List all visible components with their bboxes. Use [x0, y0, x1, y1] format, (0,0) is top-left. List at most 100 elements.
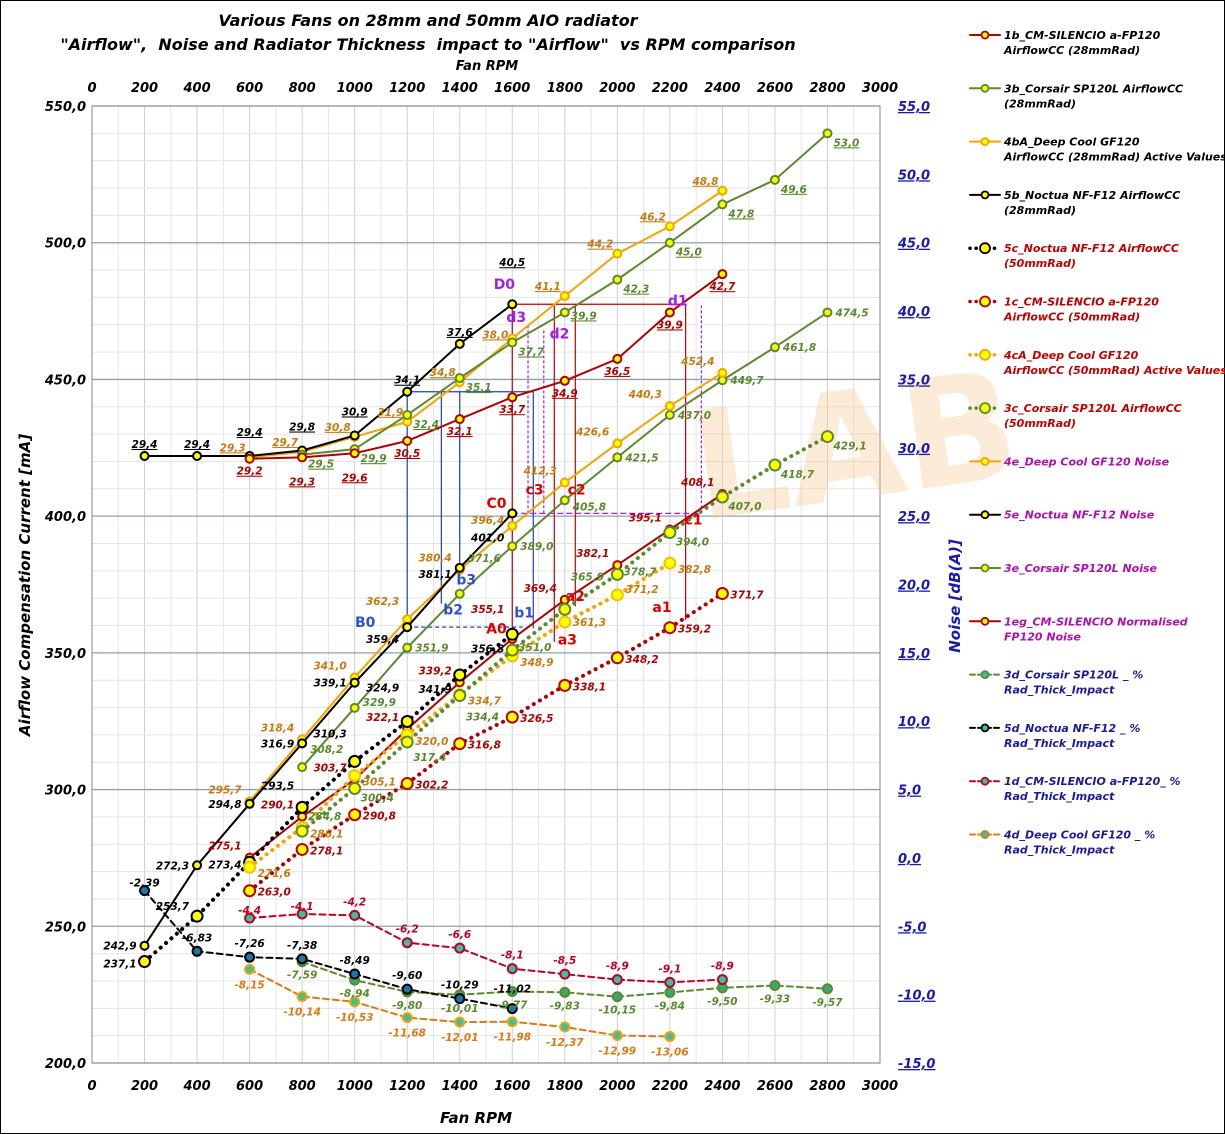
data-point [558, 615, 572, 629]
x-tick-label: 2600 [757, 1079, 793, 1094]
data-label: -9,84 [655, 1000, 685, 1012]
y-right-tick-label: 40,0 [897, 305, 930, 320]
data-label: 290,8 [363, 811, 396, 823]
legend-item[interactable]: 4e_Deep Cool GF120 Noise [969, 455, 1170, 468]
legend-item[interactable]: 5d_Noctua NF-F12 _ % Rad_Thick_Impact [969, 722, 1140, 750]
data-point [610, 588, 624, 602]
data-label: -10,29 [441, 980, 479, 992]
data-point [454, 414, 465, 425]
legend-marker-icon [980, 137, 990, 147]
data-point [400, 735, 414, 749]
data-label: -6,2 [396, 924, 419, 936]
data-point [243, 884, 257, 898]
data-point [349, 448, 360, 459]
x-tick-label-top: 1800 [547, 81, 583, 96]
data-label: 324,9 [366, 682, 399, 694]
data-label: -8,15 [234, 979, 264, 991]
x-tick-label-top: 400 [182, 81, 210, 96]
annotation-label: B0 [355, 615, 376, 631]
y-tick-label: 400,0 [44, 510, 86, 525]
annotation-label: a3 [558, 633, 577, 649]
data-label: 294,8 [208, 799, 241, 811]
legend-item[interactable]: 5b_Noctua NF-F12 AirflowCC (28mmRad) [969, 189, 1180, 217]
data-point [612, 452, 623, 463]
x-tick-label-top: 2600 [757, 81, 793, 96]
data-label: -8,9 [606, 961, 629, 973]
legend-marker-icon [980, 723, 990, 733]
data-label: 461,8 [782, 342, 816, 354]
data-label: 36,5 [604, 366, 630, 378]
legend-item[interactable]: 4d_Deep Cool GF120 _ % Rad_Thick_Impact [969, 829, 1155, 857]
data-label: 329,9 [363, 697, 396, 709]
data-point [453, 737, 467, 751]
series-line [300, 434, 830, 834]
data-label: 371,2 [625, 584, 658, 596]
legend-item[interactable]: 4cA_Deep Cool GF120 AirflowCC (50mmRad) A… [968, 349, 1225, 377]
legend-item[interactable]: 3e_Corsair SP120L Noise [969, 562, 1158, 575]
data-label: 339,1 [313, 678, 346, 690]
y-axis-title: Airflow Compensation Current [mA] [16, 434, 34, 737]
data-point [453, 689, 467, 703]
data-point [506, 1016, 518, 1028]
legend-marker-icon [980, 456, 990, 466]
legend-item[interactable]: 1c_CM-SILENCIO a-FP120 AirflowCC (50mmRad… [968, 296, 1159, 324]
annotation-label: b3 [456, 573, 476, 589]
legend-label: 5e_Noctua NF-F12 Noise [1004, 509, 1155, 522]
annotation-label: a2 [566, 589, 585, 605]
legend-item[interactable]: 5c_Noctua NF-F12 AirflowCC (50mmRad) [968, 242, 1179, 270]
data-point [244, 798, 255, 809]
data-label: 40,5 [498, 257, 525, 269]
series-line [142, 632, 515, 964]
legend-item[interactable]: 1d_CM-SILENCIO a-FP120_ % Rad_Thick_Impac… [969, 775, 1181, 803]
data-point [349, 702, 360, 713]
series-line [143, 303, 514, 457]
data-label: 351,0 [518, 642, 551, 654]
data-label: 39,9 [571, 310, 597, 322]
x-tick-label-top: 800 [289, 81, 316, 96]
data-label: 49,6 [780, 184, 807, 196]
annotation-label: c2 [568, 482, 586, 498]
legend-label: 5b_Noctua NF-F12 AirflowCC (28mmRad) [1004, 189, 1180, 217]
data-label: 378,7 [623, 566, 657, 578]
data-label: 300,4 [361, 792, 394, 804]
data-point [192, 860, 203, 871]
data-label: 405,8 [572, 501, 606, 513]
legend-marker-icon [980, 563, 990, 573]
data-label: 48,8 [691, 176, 718, 188]
legend-item[interactable]: 3c_Corsair SP120L AirflowCC (50mmRad) [968, 402, 1182, 430]
data-label: 452,4 [680, 356, 714, 368]
data-label: -11,02 [493, 984, 531, 996]
legend-item[interactable]: 4bA_Deep Cool GF120 AirflowCC (28mmRad) A… [969, 136, 1225, 164]
data-point [717, 199, 728, 210]
data-point [769, 342, 780, 353]
data-point [349, 968, 361, 980]
data-label: 29,4 [237, 427, 263, 439]
annotation-label: b1 [514, 605, 534, 621]
data-label: -6,6 [448, 929, 471, 941]
series-line [248, 492, 724, 859]
legend-marker-icon [980, 190, 990, 200]
y-tick-label: 350,0 [45, 647, 86, 662]
x-tick-label-top: 1600 [494, 81, 530, 96]
data-label: 29,5 [308, 459, 334, 471]
legend-item[interactable]: 5e_Noctua NF-F12 Noise [969, 509, 1155, 522]
x-tick-label: 600 [236, 1079, 263, 1094]
data-label: 316,8 [468, 740, 501, 752]
data-label: 303,7 [313, 762, 347, 774]
data-label: 263,0 [258, 887, 291, 899]
data-label: 34,1 [394, 375, 420, 387]
data-label: 286,1 [310, 829, 343, 841]
legend-item[interactable]: 3b_Corsair SP120L AirflowCC (28mmRad) [969, 82, 1183, 110]
data-label: -8,94 [340, 988, 370, 1000]
legend-label: 1eg_CM-SILENCIO Normalised FP120 Noise [1004, 615, 1188, 643]
data-label: 37,7 [518, 347, 545, 359]
legend-item[interactable]: 1eg_CM-SILENCIO Normalised FP120 Noise [969, 615, 1188, 643]
data-point [349, 909, 361, 921]
data-point [402, 622, 413, 633]
data-point [349, 430, 360, 441]
legend-item[interactable]: 1b_CM-SILENCIO a-FP120 AirflowCC (28mmRad… [969, 29, 1161, 57]
data-point [821, 983, 833, 995]
legend-item[interactable]: 3d_Corsair SP120L _ % Rad_Thick_Impact [969, 669, 1143, 697]
series-layer [138, 128, 834, 1042]
